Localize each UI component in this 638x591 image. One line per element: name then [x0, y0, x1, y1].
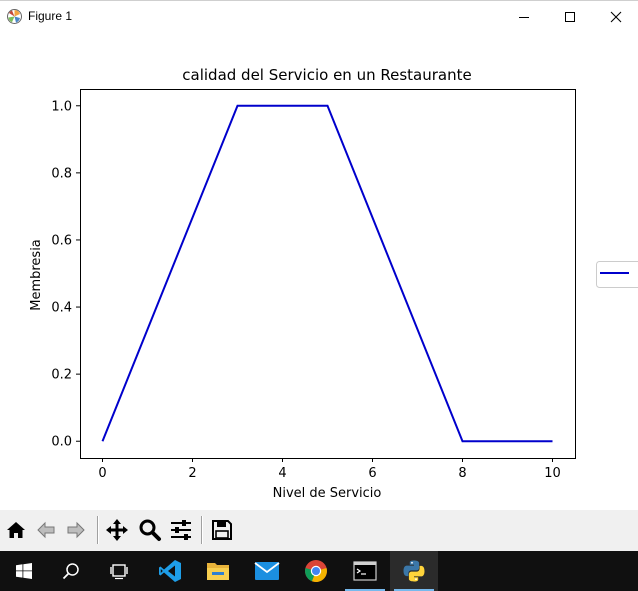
- maximize-icon: [565, 11, 575, 22]
- minimize-button[interactable]: [501, 1, 547, 32]
- zoom-button[interactable]: [136, 516, 164, 544]
- zoom-icon: [139, 519, 161, 541]
- pan-icon: [106, 519, 128, 541]
- chart-title: calidad del Servicio en un Restaurante: [182, 66, 471, 84]
- y-axis-label: Membresia: [29, 239, 44, 311]
- start-button[interactable]: [0, 551, 48, 591]
- window-title-bar[interactable]: Figure 1: [0, 0, 638, 31]
- save-icon: [212, 520, 232, 540]
- vscode-icon: [159, 560, 181, 582]
- python-icon: [403, 560, 425, 582]
- matplotlib-logo-icon: [7, 9, 22, 24]
- y-tick-label: 0.0: [51, 435, 72, 450]
- home-icon: [7, 522, 25, 538]
- home-button[interactable]: [2, 516, 30, 544]
- plot-axes: 0 2 4 6 8 10 0.0 0.2 0.4 0.6 0.8 1.0: [51, 89, 576, 481]
- taskbar-python[interactable]: [390, 551, 438, 591]
- active-indicator: [394, 589, 434, 591]
- maximize-button[interactable]: [547, 1, 593, 32]
- windows-start-icon: [16, 563, 32, 579]
- plot-frame: [80, 89, 576, 459]
- window-title: Figure 1: [28, 9, 73, 23]
- taskbar-file-explorer[interactable]: [194, 551, 242, 591]
- search-icon: [62, 563, 79, 580]
- search-button[interactable]: [47, 551, 95, 591]
- mail-icon: [254, 562, 280, 580]
- toolbar-separator: [97, 516, 99, 544]
- x-tick-label: 2: [188, 466, 196, 481]
- taskbar-mail[interactable]: [243, 551, 291, 591]
- y-tick-label: 0.2: [51, 368, 72, 383]
- back-button[interactable]: [32, 516, 60, 544]
- taskbar-terminal[interactable]: [341, 551, 389, 591]
- pan-button[interactable]: [103, 516, 131, 544]
- y-tick-label: 0.4: [51, 301, 72, 316]
- back-icon: [37, 521, 55, 539]
- close-icon: [610, 11, 622, 22]
- y-tick-label: 1.0: [51, 99, 72, 114]
- x-tick-label: 0: [98, 466, 106, 481]
- minimize-icon: [519, 16, 529, 18]
- forward-button[interactable]: [62, 516, 90, 544]
- y-tick-label: 0.6: [51, 233, 72, 248]
- x-axis-label: Nivel de Servicio: [273, 486, 382, 501]
- legend-box: [596, 261, 638, 288]
- x-tick-label: 10: [544, 466, 561, 481]
- matplotlib-toolbar: [0, 510, 638, 551]
- running-indicator: [345, 589, 385, 591]
- close-button[interactable]: [593, 1, 638, 32]
- task-view-icon: [110, 564, 128, 580]
- y-tick-label: 0.8: [51, 166, 72, 181]
- chrome-icon: [305, 560, 327, 583]
- x-tick-label: 6: [368, 466, 376, 481]
- task-view-button[interactable]: [95, 551, 143, 591]
- series-line: [101, 104, 553, 443]
- forward-icon: [67, 521, 85, 539]
- configure-subplots-button[interactable]: [167, 516, 195, 544]
- x-tick-label: 8: [458, 466, 466, 481]
- taskbar-vscode[interactable]: [146, 551, 194, 591]
- configure-subplots-icon: [171, 520, 191, 540]
- line-chart: calidad del Servicio en un Restaurante 0…: [29, 66, 638, 501]
- figure-canvas[interactable]: calidad del Servicio en un Restaurante 0…: [0, 31, 638, 510]
- windows-taskbar: [0, 551, 638, 591]
- save-button[interactable]: [208, 516, 236, 544]
- legend: [596, 261, 638, 288]
- file-explorer-icon: [207, 563, 229, 580]
- x-tick-label: 4: [278, 466, 286, 481]
- toolbar-separator: [201, 516, 203, 544]
- terminal-icon: [353, 561, 377, 581]
- taskbar-chrome[interactable]: [292, 551, 340, 591]
